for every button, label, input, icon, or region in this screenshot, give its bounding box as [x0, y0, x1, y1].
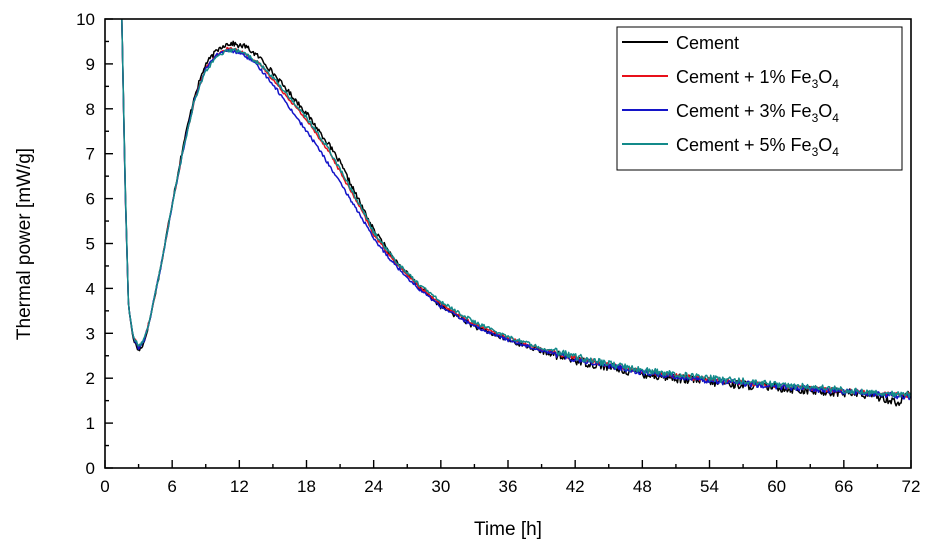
- legend-subscript: 4: [832, 111, 839, 125]
- x-tick-label: 30: [431, 477, 450, 496]
- legend-text-part: Cement + 5% Fe: [676, 135, 812, 155]
- legend-label: Cement + 1% Fe3O4: [676, 67, 839, 91]
- y-tick-label: 3: [86, 324, 95, 343]
- x-tick-label: 36: [499, 477, 518, 496]
- legend-subscript: 3: [812, 111, 819, 125]
- y-tick-label: 5: [86, 235, 95, 254]
- legend-text-part: O: [818, 101, 832, 121]
- x-tick-label: 42: [566, 477, 585, 496]
- y-axis-title: Thermal power [mW/g]: [14, 148, 35, 340]
- y-tick-label: 6: [86, 190, 95, 209]
- series-line: [121, 19, 911, 399]
- legend-subscript: 3: [812, 77, 819, 91]
- x-tick-label: 6: [167, 477, 176, 496]
- legend-subscript: 4: [832, 145, 839, 159]
- x-tick-label: 18: [297, 477, 316, 496]
- legend-text-part: Cement + 3% Fe: [676, 101, 812, 121]
- y-tick-label: 0: [86, 459, 95, 478]
- x-tick-label: 66: [834, 477, 853, 496]
- legend-text-part: Cement: [676, 33, 739, 53]
- legend-label: Cement: [676, 33, 739, 53]
- x-tick-label: 60: [767, 477, 786, 496]
- y-tick-label: 10: [76, 10, 95, 29]
- y-tick-label: 7: [86, 145, 95, 164]
- y-axis: 0 1 2 3 4 5 6 7 8 9 10: [76, 10, 113, 478]
- y-tick-label: 1: [86, 414, 95, 433]
- y-tick-label: 2: [86, 369, 95, 388]
- legend-text-part: O: [818, 135, 832, 155]
- legend-label: Cement + 5% Fe3O4: [676, 135, 839, 159]
- x-axis: 0 6 12 18 24 30 36 42 48 54 60 66 72: [100, 460, 920, 496]
- x-tick-label: 0: [100, 477, 109, 496]
- legend-text-part: O: [818, 67, 832, 87]
- y-tick-label: 8: [86, 100, 95, 119]
- legend-subscript: 4: [832, 77, 839, 91]
- x-tick-label: 12: [230, 477, 249, 496]
- x-tick-label: 24: [364, 477, 383, 496]
- x-axis-title: Time [h]: [474, 519, 542, 540]
- y-tick-label: 4: [86, 279, 95, 298]
- x-tick-label: 48: [633, 477, 652, 496]
- legend-subscript: 3: [812, 145, 819, 159]
- legend-label: Cement + 3% Fe3O4: [676, 101, 839, 125]
- x-tick-label: 72: [902, 477, 921, 496]
- y-tick-label: 9: [86, 55, 95, 74]
- legend-text-part: Cement + 1% Fe: [676, 67, 812, 87]
- series-layer: [121, 19, 911, 407]
- x-tick-label: 54: [700, 477, 719, 496]
- legend-box: [616, 26, 903, 171]
